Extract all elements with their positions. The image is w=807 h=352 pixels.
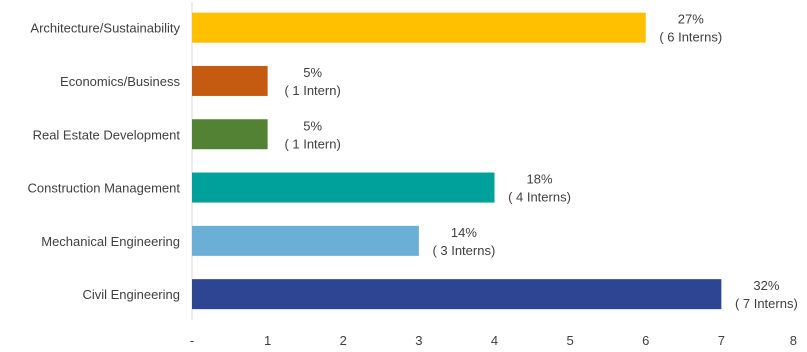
bar	[192, 12, 646, 43]
data-label-count: ( 1 Intern)	[284, 83, 340, 98]
data-label-percent: 14%	[451, 225, 477, 240]
x-tick-label: 5	[567, 333, 574, 348]
x-tick-label: 1	[264, 333, 271, 348]
x-tick-labels: - 1 2 3 4 5 6 7 8	[190, 333, 797, 348]
data-label-count: ( 3 Interns)	[432, 243, 495, 258]
x-tick-label: 2	[340, 333, 347, 348]
x-tick-label: 3	[415, 333, 422, 348]
bar	[192, 279, 722, 310]
data-label-count: ( 7 Interns)	[735, 296, 798, 311]
category-label: Economics/Business	[60, 74, 180, 89]
data-label-percent: 27%	[678, 12, 704, 27]
x-tick-label: 6	[642, 333, 649, 348]
category-label: Real Estate Development	[33, 127, 181, 142]
bar	[192, 172, 495, 203]
data-label-count: ( 6 Interns)	[659, 30, 722, 45]
data-label-percent: 5%	[303, 118, 322, 133]
x-tick-label: 7	[718, 333, 725, 348]
category-label: Civil Engineering	[82, 287, 180, 302]
category-label: Construction Management	[28, 181, 181, 196]
data-label-count: ( 1 Intern)	[284, 136, 340, 151]
category-labels: Architecture/Sustainability Economics/Bus…	[28, 21, 181, 302]
category-label: Architecture/Sustainability	[30, 21, 180, 36]
data-label-percent: 5%	[303, 65, 322, 80]
bar	[192, 65, 268, 96]
x-tick-label: 8	[790, 333, 797, 348]
data-labels: 27% ( 6 Interns) 5% ( 1 Intern) 5% ( 1 Intern…	[284, 12, 798, 311]
category-label: Mechanical Engineering	[41, 234, 180, 249]
data-label-percent: 18%	[526, 172, 552, 187]
x-tick-label: 4	[491, 333, 498, 348]
data-label-count: ( 4 Interns)	[508, 190, 571, 205]
data-label-percent: 32%	[753, 278, 779, 293]
bar	[192, 119, 268, 150]
bars	[192, 12, 722, 310]
x-tick-label: -	[190, 333, 194, 348]
bar	[192, 225, 419, 256]
